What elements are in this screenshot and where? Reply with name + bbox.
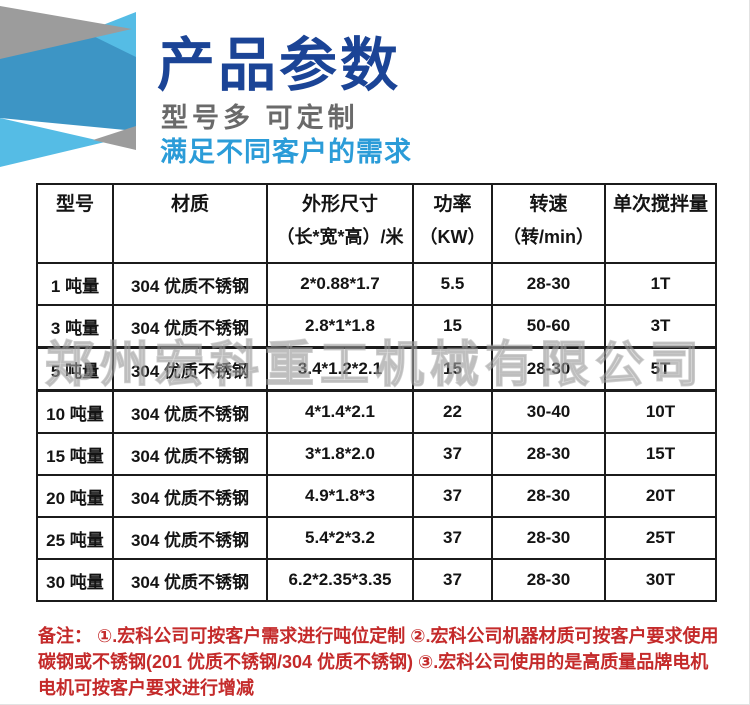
cell-power: 37	[412, 558, 493, 602]
cell-speed: 28-30	[491, 516, 606, 560]
cell-power: 37	[412, 516, 493, 560]
banner-lightblue-bottom-shape	[0, 118, 105, 167]
cell-power: 15	[412, 304, 493, 349]
remark-line-1: 备注： ①.宏科公司可按客户需求进行吨位定制 ②.宏科公司机器材质可按客户要求使…	[38, 626, 719, 646]
cell-model: 3 吨量	[36, 304, 114, 349]
cell-model: 20 吨量	[36, 474, 114, 518]
cell-material: 304 优质不锈钢	[112, 346, 268, 392]
banner-gray-bottom-shape	[93, 126, 136, 150]
cell-capacity: 5T	[604, 346, 717, 392]
cell-material: 304 优质不锈钢	[112, 516, 268, 560]
cell-model: 15 吨量	[36, 432, 114, 476]
col-header-capacity-label: 单次搅拌量	[612, 194, 708, 215]
cell-capacity: 1T	[604, 262, 717, 306]
table-row: 3 吨量 304 优质不锈钢 2.8*1*1.8 15 50-60 3T	[36, 304, 717, 349]
remark-line-2: 碳钢或不锈钢(201 优质不锈钢/304 优质不锈钢) ③.宏科公司使用的是高质…	[38, 652, 709, 672]
cell-power: 37	[412, 432, 493, 476]
col-header-model: 型号	[36, 183, 114, 264]
col-header-material-label: 材质	[170, 194, 209, 215]
cell-model: 5 吨量	[36, 346, 114, 392]
cell-dimensions: 4.9*1.8*3	[266, 474, 414, 518]
cell-capacity: 20T	[604, 474, 717, 518]
cell-speed: 50-60	[491, 304, 606, 349]
col-header-dimensions-sub: （长*宽*高）/米	[276, 226, 404, 247]
col-header-power-sub: （KW）	[419, 226, 486, 247]
cell-capacity: 25T	[604, 516, 717, 560]
table-row: 10 吨量 304 优质不锈钢 4*1.4*2.1 22 30-40 10T	[36, 389, 717, 434]
cell-speed: 28-30	[491, 558, 606, 602]
banner-gray-top-shape	[0, 6, 132, 59]
table-row: 20 吨量 304 优质不锈钢 4.9*1.8*3 37 28-30 20T	[36, 474, 717, 518]
cell-power: 15	[412, 346, 493, 392]
remarks: 备注： ①.宏科公司可按客户需求进行吨位定制 ②.宏科公司机器材质可按客户要求使…	[38, 623, 738, 701]
cell-material: 304 优质不锈钢	[112, 262, 268, 306]
col-header-speed-sub: （转/min）	[502, 226, 594, 247]
cell-model: 10 吨量	[36, 389, 114, 434]
spec-table: 型号 材质 外形尺寸 （长*宽*高）/米 功率 （KW） 转速 （转/m	[36, 183, 717, 602]
page-tagline: 满足不同客户的需求	[160, 137, 412, 167]
banner-lightblue-top-shape	[85, 12, 136, 57]
col-header-capacity: 单次搅拌量	[604, 183, 717, 264]
cell-power: 5.5	[412, 262, 493, 306]
table-header-row: 型号 材质 外形尺寸 （长*宽*高）/米 功率 （KW） 转速 （转/m	[36, 183, 717, 264]
banner-blue-shape	[0, 16, 136, 131]
col-header-speed-label: 转速	[529, 194, 568, 215]
remark-line-3: 电机可按客户要求进行增减	[38, 678, 254, 698]
cell-speed: 28-30	[491, 346, 606, 392]
cell-material: 304 优质不锈钢	[112, 304, 268, 349]
table-row: 30 吨量 304 优质不锈钢 6.2*2.35*3.35 37 28-30 3…	[36, 558, 717, 602]
cell-material: 304 优质不锈钢	[112, 474, 268, 518]
table-row: 5 吨量 304 优质不锈钢 3.4*1.2*2.1 15 28-30 5T	[36, 346, 717, 392]
col-header-dimensions-label: 外形尺寸	[301, 194, 378, 215]
cell-capacity: 15T	[604, 432, 717, 476]
cell-dimensions: 3.4*1.2*2.1	[266, 346, 414, 392]
col-header-dimensions: 外形尺寸 （长*宽*高）/米	[266, 183, 414, 264]
cell-model: 25 吨量	[36, 516, 114, 560]
cell-model: 1 吨量	[36, 262, 114, 306]
col-header-power-label: 功率	[433, 194, 472, 215]
cell-power: 37	[412, 474, 493, 518]
triangle-banner-icon	[0, 6, 136, 167]
cell-capacity: 3T	[604, 304, 717, 349]
cell-material: 304 优质不锈钢	[112, 432, 268, 476]
table-row: 25 吨量 304 优质不锈钢 5.4*2*3.2 37 28-30 25T	[36, 516, 717, 560]
cell-dimensions: 2.8*1*1.8	[266, 304, 414, 349]
page-title: 产品参数	[157, 33, 402, 98]
cell-speed: 28-30	[491, 474, 606, 518]
cell-dimensions: 5.4*2*3.2	[266, 516, 414, 560]
cell-material: 304 优质不锈钢	[112, 389, 268, 434]
cell-material: 304 优质不锈钢	[112, 558, 268, 602]
cell-capacity: 30T	[604, 558, 717, 602]
cell-dimensions: 4*1.4*2.1	[266, 389, 414, 434]
cell-capacity: 10T	[604, 389, 717, 434]
cell-dimensions: 2*0.88*1.7	[266, 262, 414, 306]
page-subtitle: 型号多 可定制	[161, 103, 359, 133]
col-header-speed: 转速 （转/min）	[491, 183, 606, 264]
col-header-material: 材质	[112, 183, 268, 264]
cell-power: 22	[412, 389, 493, 434]
cell-dimensions: 6.2*2.35*3.35	[266, 558, 414, 602]
cell-dimensions: 3*1.8*2.0	[266, 432, 414, 476]
cell-speed: 28-30	[491, 262, 606, 306]
table-row: 1 吨量 304 优质不锈钢 2*0.88*1.7 5.5 28-30 1T	[36, 262, 717, 306]
table-row: 15 吨量 304 优质不锈钢 3*1.8*2.0 37 28-30 15T	[36, 432, 717, 476]
col-header-power: 功率 （KW）	[412, 183, 493, 264]
col-header-model-label: 型号	[55, 194, 94, 215]
cell-model: 30 吨量	[36, 558, 114, 602]
cell-speed: 28-30	[491, 432, 606, 476]
cell-speed: 30-40	[491, 389, 606, 434]
